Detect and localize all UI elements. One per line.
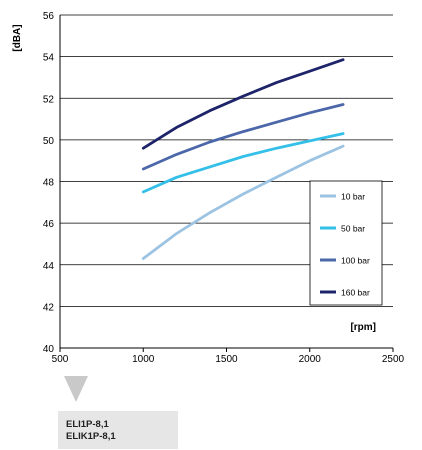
- legend-box: [309, 180, 383, 306]
- series-line-100-bar: [141, 103, 345, 171]
- y-tick-labels: 40 42 44 46 48 50 52 54 56: [43, 11, 55, 355]
- model-box: ELI1P-8,1 ELIK1P-8,1: [58, 411, 178, 449]
- y-tick-label: 54: [43, 53, 55, 64]
- down-triangle-marker: [64, 376, 88, 402]
- legend-label: 100 bar: [341, 256, 370, 266]
- grid-lines: [60, 14, 393, 307]
- y-tick-label: 48: [43, 178, 55, 189]
- model-name-1: ELI1P-8,1: [66, 419, 109, 430]
- y-tick-label: 42: [43, 302, 55, 313]
- series-line-50-bar: [141, 132, 345, 194]
- x-tick-label: 500: [52, 354, 69, 365]
- y-tick-label: 56: [43, 11, 55, 22]
- legend: 10 bar 50 bar 100 bar 160 bar: [309, 180, 383, 306]
- legend-label: 10 bar: [341, 192, 365, 202]
- y-tick-label: 40: [43, 344, 55, 355]
- series-line-10-bar: [141, 144, 345, 260]
- y-tick-label: 52: [43, 94, 55, 105]
- series-lines: [141, 58, 345, 260]
- y-tick-label: 46: [43, 219, 55, 230]
- x-tick-label: 2500: [382, 354, 405, 365]
- model-name-2: ELIK1P-8,1: [66, 431, 116, 442]
- x-axis-label: [rpm]: [350, 322, 376, 333]
- noise-chart: 40 42 44 46 48 50 52 54 56 500 1000 1500 2000 2500 […: [12, 11, 405, 365]
- series-line-160-bar: [141, 58, 345, 150]
- x-tick-label: 1500: [215, 354, 238, 365]
- x-tick-label: 2000: [299, 354, 322, 365]
- y-tick-label: 50: [43, 136, 55, 147]
- x-tick-labels: 500 1000 1500 2000 2500: [52, 348, 405, 365]
- x-tick-label: 1000: [132, 354, 155, 365]
- legend-label: 160 bar: [341, 288, 370, 298]
- y-axis-label: [dBA]: [12, 24, 23, 51]
- y-tick-label: 44: [43, 261, 55, 272]
- legend-label: 50 bar: [341, 224, 365, 234]
